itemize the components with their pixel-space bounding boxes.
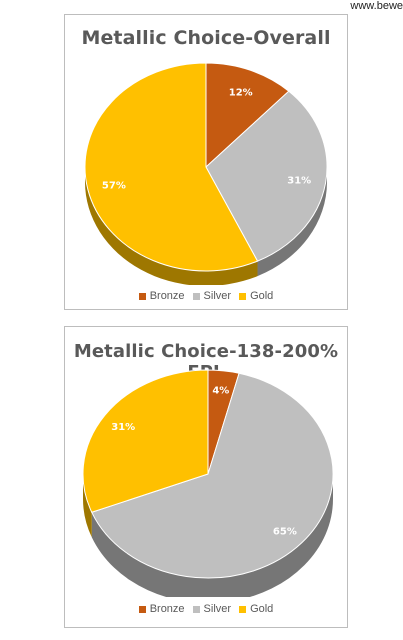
chart-panel-overall: Metallic Choice-Overall 12% 31% 57% Bronze… (64, 14, 348, 310)
legend-swatch-silver (192, 292, 200, 300)
slice-label-gold: 57% (102, 181, 126, 192)
slice-label-bronze: 4% (212, 385, 229, 396)
legend-label: Silver (203, 290, 232, 302)
watermark-text: www.bewe (350, 0, 403, 12)
legend-label: Gold (250, 603, 274, 615)
legend-item-gold: Gold (239, 603, 273, 615)
legend-item-silver: Silver (192, 290, 232, 302)
legend-item-bronze: Bronze (138, 290, 185, 302)
legend-label: Bronze (149, 603, 185, 615)
pie-slice-gold (82, 369, 209, 513)
slice-label-bronze: 12% (229, 88, 253, 99)
pie-slice-gold (84, 62, 259, 272)
pie-side-silver (91, 474, 333, 597)
pie-slice-silver (91, 372, 334, 579)
chart-legend: Bronze Silver Gold (65, 290, 347, 302)
legend-label: Silver (203, 603, 232, 615)
legend-swatch-gold (239, 292, 247, 300)
slice-label-gold: 31% (111, 422, 135, 433)
slice-label-silver: 65% (273, 526, 297, 537)
legend-swatch-silver (192, 605, 200, 613)
legend-label: Gold (250, 290, 274, 302)
chart-panel-fpl: Metallic Choice-138-200% FPL 4%65%31% Br… (64, 326, 348, 628)
legend-swatch-bronze (138, 605, 146, 613)
pie-slice-silver (205, 90, 328, 262)
legend-label: Bronze (149, 290, 185, 302)
legend-item-silver: Silver (192, 603, 232, 615)
chart-title: Metallic Choice-Overall (81, 27, 331, 49)
pie-side-gold (83, 474, 92, 538)
pie-chart-overall: 12% 31% 57% (84, 62, 328, 285)
chart-legend: Bronze Silver Gold (65, 603, 347, 615)
legend-item-gold: Gold (239, 290, 273, 302)
legend-item-bronze: Bronze (138, 603, 185, 615)
legend-swatch-bronze (138, 292, 146, 300)
pie-chart-fpl: 4% 65% 31% (82, 369, 334, 597)
legend-swatch-gold (239, 605, 247, 613)
pie-slice-bronze (205, 62, 290, 169)
pie-side-gold (85, 167, 258, 285)
pie-side-silver (257, 167, 327, 277)
slice-label-silver: 31% (287, 176, 311, 187)
